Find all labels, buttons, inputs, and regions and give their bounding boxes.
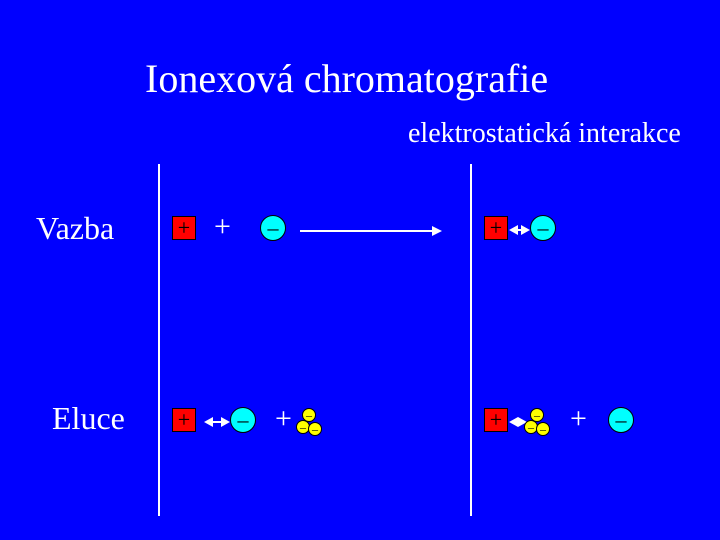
small-anion-cluster: – – – — [296, 408, 326, 438]
column-line-right — [470, 164, 472, 516]
plus-symbol: + — [490, 217, 502, 239]
minus-symbol: – — [268, 217, 279, 239]
cation-square: + — [484, 408, 508, 432]
plus-text: + — [570, 402, 587, 436]
minus-symbol: – — [528, 421, 534, 433]
small-anion: – — [536, 422, 550, 436]
double-arrow — [206, 421, 228, 423]
cation-square: + — [172, 408, 196, 432]
cation-square: + — [484, 216, 508, 240]
small-anion-cluster: – – – — [524, 408, 554, 438]
minus-symbol: – — [538, 217, 549, 239]
row-label-eluce: Eluce — [52, 400, 125, 437]
plus-text: + — [214, 210, 231, 244]
minus-symbol: – — [540, 423, 546, 435]
row-label-vazba: Vazba — [36, 210, 114, 247]
plus-symbol: + — [178, 217, 190, 239]
column-line-left — [158, 164, 160, 516]
plus-symbol: + — [490, 409, 502, 431]
page-title: Ionexová chromatografie — [145, 55, 548, 102]
anion-circle: – — [530, 215, 556, 241]
minus-symbol: – — [306, 409, 312, 421]
small-anion: – — [308, 422, 322, 436]
page-subtitle: elektrostatická interakce — [408, 118, 681, 150]
anion-circle: – — [260, 215, 286, 241]
minus-symbol: – — [312, 423, 318, 435]
double-arrow — [511, 421, 525, 423]
plus-symbol: + — [178, 409, 190, 431]
anion-circle: – — [230, 407, 256, 433]
plus-text: + — [275, 402, 292, 436]
minus-symbol: – — [534, 409, 540, 421]
double-arrow — [511, 229, 528, 231]
minus-symbol: – — [616, 409, 627, 431]
minus-symbol: – — [300, 421, 306, 433]
anion-circle: – — [608, 407, 634, 433]
arrow-right — [300, 230, 440, 232]
minus-symbol: – — [238, 409, 249, 431]
cation-square: + — [172, 216, 196, 240]
